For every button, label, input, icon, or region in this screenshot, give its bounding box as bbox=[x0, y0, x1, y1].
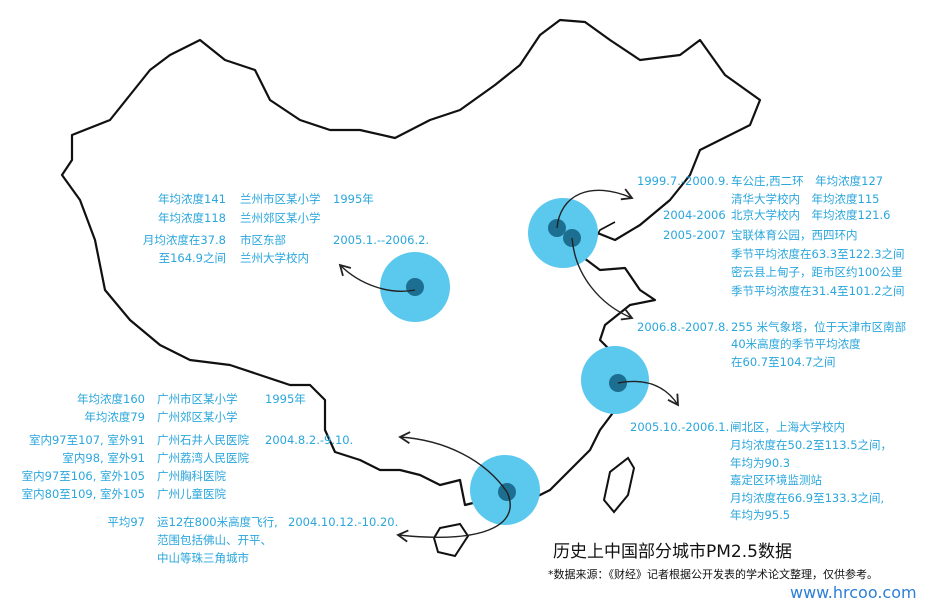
guangzhou-arrow-1 bbox=[398, 431, 508, 493]
lanzhou-site-2: 兰州郊区某小学 bbox=[240, 211, 321, 225]
beijing-line-7: 季节平均浓度在31.4至101.2之间 bbox=[731, 284, 905, 298]
guangzhou-site-4: 广州荔湾人民医院 bbox=[157, 451, 249, 465]
tianjin-arrow bbox=[571, 237, 634, 321]
shanghai-line-2: 月均浓度在50.2至113.5之间， bbox=[730, 438, 893, 452]
lanzhou-site-3: 市区东部 bbox=[240, 233, 286, 247]
beijing-line-6: 密云县上甸子，距市区约100公里 bbox=[731, 265, 903, 279]
shanghai-date: 2005.10.-2006.1. bbox=[630, 420, 730, 434]
guangzhou-flight-line-2: 范围包括佛山、开平、 bbox=[157, 533, 272, 547]
lanzhou-arrow bbox=[338, 263, 416, 292]
shanghai-line-1: 闸北区，上海大学校内 bbox=[730, 420, 845, 434]
guangzhou-flight-value: 平均97 bbox=[107, 515, 145, 529]
guangzhou-arrow-2 bbox=[396, 491, 511, 543]
source-note: *数据来源：《财经》记者根据公开发表的学术论文整理，仅供参考。 bbox=[548, 568, 878, 581]
guangzhou-flight-date: 2004.10.12.-10.20. bbox=[288, 515, 399, 529]
guangzhou-flight-line-3: 中山等珠三角城市 bbox=[157, 551, 249, 565]
hainan-outline bbox=[432, 522, 470, 558]
lanzhou-value-3: 月均浓度在37.8 bbox=[142, 233, 226, 247]
guangzhou-value-3: 室内97至107, 室外91 bbox=[28, 433, 145, 447]
shanghai-line-4: 嘉定区环境监测站 bbox=[730, 473, 822, 487]
shanghai-line-3: 年均为90.3 bbox=[730, 456, 791, 470]
guangzhou-date-2: 2004.8.2.-9.10. bbox=[265, 433, 354, 447]
beijing-line-5: 季节平均浓度在63.3至122.3之间 bbox=[731, 247, 905, 261]
lanzhou-site-4: 兰州大学校内 bbox=[240, 251, 309, 265]
lanzhou-value-1: 年均浓度141 bbox=[158, 192, 226, 206]
beijing-line-4: 宝联体育公园，西四环内 bbox=[731, 228, 858, 242]
guangzhou-value-6: 室内80至109, 室外105 bbox=[21, 487, 145, 501]
beijing-line-1: 车公庄,西二环 年均浓度127 bbox=[731, 174, 884, 188]
lanzhou-date-1: 1995年 bbox=[333, 192, 374, 206]
taiwan-outline bbox=[602, 456, 636, 514]
guangzhou-value-1: 年均浓度160 bbox=[77, 392, 145, 406]
lanzhou-value-2: 年均浓度118 bbox=[158, 211, 226, 225]
shanghai-line-5: 月均浓度在66.9至133.3之间, bbox=[730, 491, 885, 505]
tianjin-date: 2006.8.-2007.8. bbox=[637, 320, 729, 334]
guangzhou-date-1: 1995年 bbox=[265, 392, 306, 406]
guangzhou-site-2: 广州郊区某小学 bbox=[157, 410, 238, 424]
beijing-date-1: 1999.7.-2000.9. bbox=[637, 174, 729, 188]
guangzhou-site-3: 广州石井人民医院 bbox=[157, 433, 249, 447]
tianjin-line-2: 40米高度的季节平均浓度 bbox=[731, 337, 861, 351]
guangzhou-value-4: 室内98, 室外91 bbox=[62, 451, 145, 465]
beijing-arrow bbox=[556, 188, 634, 229]
shanghai-arrow bbox=[617, 380, 680, 407]
watermark: www.hrcoo.com bbox=[790, 583, 917, 600]
guangzhou-flight-line-1: 运12在800米高度飞行, bbox=[157, 515, 278, 529]
guangzhou-value-2: 年均浓度79 bbox=[84, 410, 145, 424]
lanzhou-dot bbox=[406, 278, 424, 296]
beijing-date-2: 2004-2006 bbox=[663, 208, 726, 222]
beijing-date-3: 2005-2007 bbox=[663, 228, 726, 242]
beijing-line-2: 清华大学校内 年均浓度115 bbox=[731, 192, 880, 206]
map-title: 历史上中国部分城市PM2.5数据 bbox=[553, 542, 792, 562]
tianjin-line-3: 在60.7至104.7之间 bbox=[731, 355, 836, 369]
lanzhou-value-4: 至164.9之间 bbox=[158, 251, 226, 265]
guangzhou-value-5: 室内97至106, 室外105 bbox=[21, 469, 145, 483]
tianjin-line-1: 255 米气象塔，位于天津市区南部 bbox=[731, 320, 907, 334]
lanzhou-site-1: 兰州市区某小学 bbox=[240, 192, 321, 206]
guangzhou-site-1: 广州市区某小学 bbox=[157, 392, 238, 406]
shanghai-line-6: 年均为95.5 bbox=[730, 508, 791, 522]
beijing-line-3: 北京大学校内 年均浓度121.6 bbox=[731, 208, 891, 222]
china-outline bbox=[60, 18, 762, 507]
lanzhou-date-2: 2005.1.--2006.2. bbox=[333, 233, 430, 247]
guangzhou-site-6: 广州儿童医院 bbox=[157, 487, 226, 501]
guangzhou-site-5: 广州胸科医院 bbox=[157, 469, 226, 483]
